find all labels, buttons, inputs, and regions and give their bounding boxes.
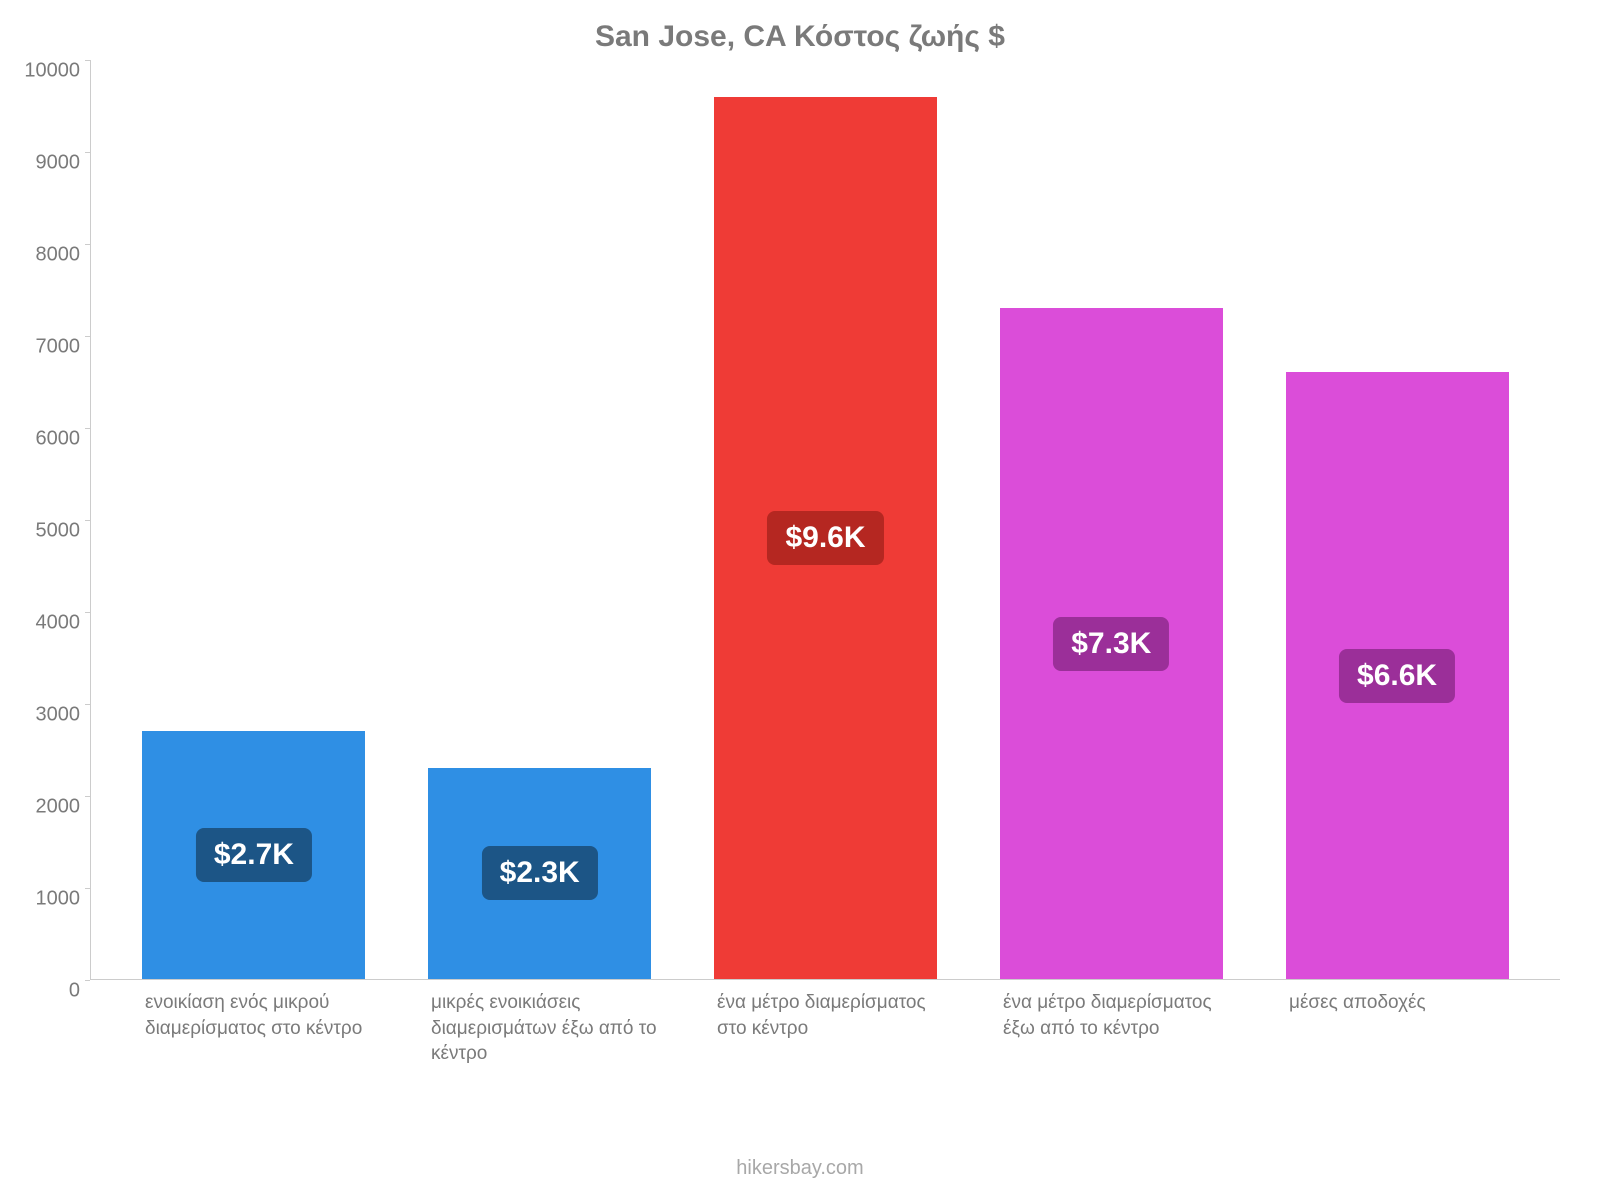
bar: $6.6K xyxy=(1286,372,1509,979)
bars-container: $2.7K $2.3K $9.6K $7.3K $6.6K xyxy=(91,60,1560,979)
y-tick-label: 4000 xyxy=(20,612,80,635)
y-tick-label: 5000 xyxy=(20,520,80,543)
chart-title: San Jose, CA Κόστος ζωής $ xyxy=(0,20,1600,54)
bar: $9.6K xyxy=(714,97,937,979)
cost-of-living-chart: San Jose, CA Κόστος ζωής $ 0 1000 2000 3000… xyxy=(0,0,1600,1200)
bar: $2.7K xyxy=(142,731,365,979)
y-tick-label: 0 xyxy=(20,980,80,1003)
y-tick-label: 3000 xyxy=(20,704,80,727)
bar-slot: $6.6K xyxy=(1254,60,1540,979)
y-tick-label: 2000 xyxy=(20,796,80,819)
bar-value-badge: $7.3K xyxy=(1053,617,1169,671)
chart-source-footer: hikersbay.com xyxy=(0,1157,1600,1180)
bar-value-badge: $6.6K xyxy=(1339,649,1455,703)
x-axis-category-label: μέσες αποδοχές xyxy=(1254,990,1540,1067)
bar: $2.3K xyxy=(428,768,651,979)
bar-value-badge: $2.3K xyxy=(482,846,598,900)
y-tick-label: 8000 xyxy=(20,244,80,267)
x-axis-category-label: ένα μέτρο διαμερίσματος στο κέντρο xyxy=(682,990,968,1067)
x-axis-category-label: μικρές ενοικιάσεις διαμερισμάτων έξω από… xyxy=(396,990,682,1067)
bar-value-badge: $9.6K xyxy=(767,511,883,565)
bar-slot: $2.7K xyxy=(111,60,397,979)
bar-slot: $2.3K xyxy=(397,60,683,979)
y-tick-label: 10000 xyxy=(20,60,80,83)
y-tick-mark xyxy=(85,980,90,981)
x-axis-category-label: ένα μέτρο διαμερίσματος έξω από το κέντρ… xyxy=(968,990,1254,1067)
y-tick-label: 6000 xyxy=(20,428,80,451)
plot-area: $2.7K $2.3K $9.6K $7.3K $6.6K xyxy=(90,60,1560,980)
y-tick-label: 9000 xyxy=(20,152,80,175)
bar-slot: $9.6K xyxy=(683,60,969,979)
x-axis-labels: ενοικίαση ενός μικρού διαμερίσματος στο … xyxy=(90,990,1560,1067)
bar-slot: $7.3K xyxy=(968,60,1254,979)
x-axis-category-label: ενοικίαση ενός μικρού διαμερίσματος στο … xyxy=(110,990,396,1067)
bar: $7.3K xyxy=(1000,308,1223,979)
y-tick-label: 1000 xyxy=(20,888,80,911)
y-tick-label: 7000 xyxy=(20,336,80,359)
bar-value-badge: $2.7K xyxy=(196,828,312,882)
